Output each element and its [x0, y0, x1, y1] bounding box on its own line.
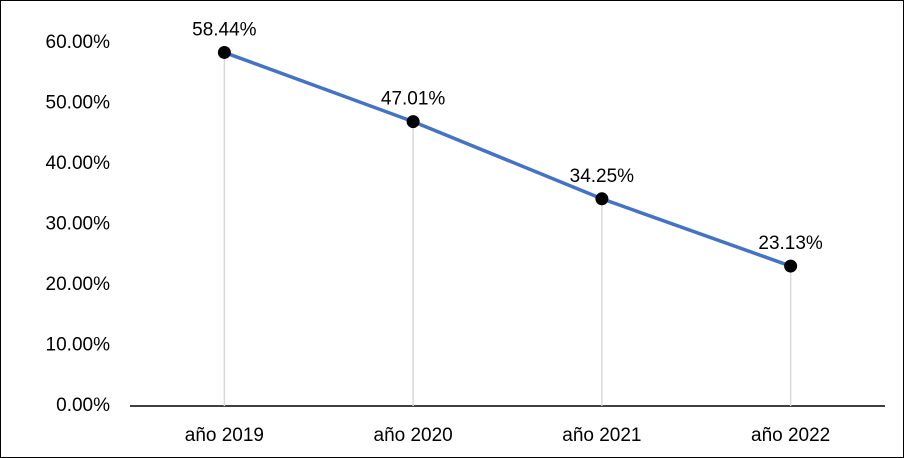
y-tick-label: 40.00%	[46, 153, 111, 174]
y-tick-label: 50.00%	[46, 93, 111, 114]
data-label: 23.13%	[758, 233, 823, 254]
marker	[217, 45, 231, 59]
x-tick-label: año 2019	[185, 425, 264, 446]
marker	[406, 115, 420, 129]
y-tick-label: 30.00%	[46, 214, 111, 235]
y-tick-label: 60.00%	[46, 32, 111, 53]
marker	[595, 192, 609, 206]
x-tick-label: año 2020	[374, 425, 453, 446]
y-tick-label: 10.00%	[46, 335, 111, 356]
data-label: 47.01%	[381, 89, 446, 110]
series-line	[223, 50, 792, 268]
y-tick-label: 0.00%	[56, 395, 110, 416]
data-label: 58.44%	[192, 19, 257, 40]
marker	[784, 259, 798, 273]
x-tick-label: año 2021	[562, 425, 641, 446]
x-tick-label: año 2022	[751, 425, 830, 446]
data-label: 34.25%	[570, 166, 635, 187]
y-tick-label: 20.00%	[46, 274, 111, 295]
